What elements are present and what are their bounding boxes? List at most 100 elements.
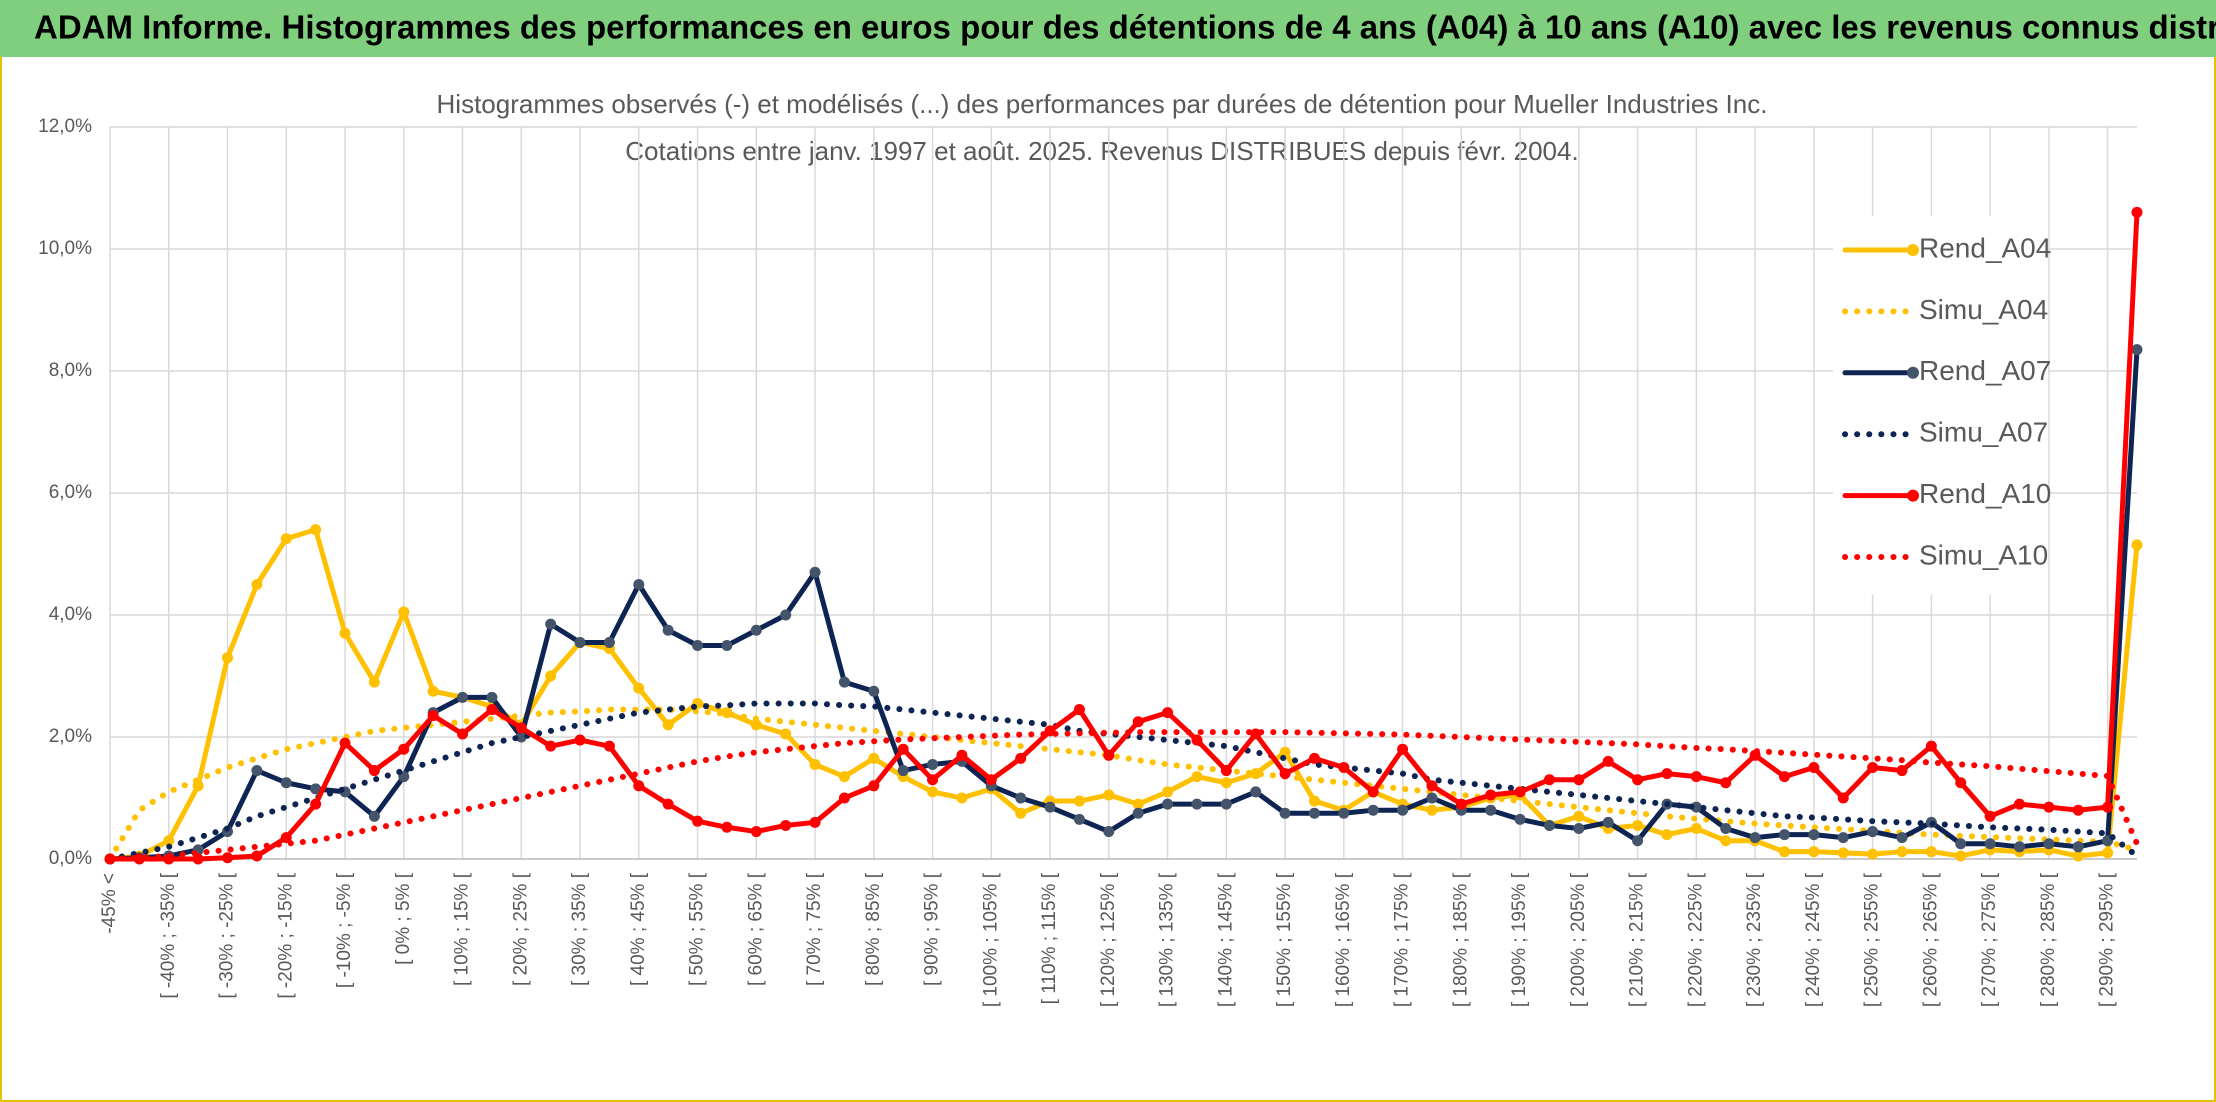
data-point bbox=[838, 676, 850, 688]
data-point bbox=[1162, 707, 1174, 719]
data-point bbox=[1778, 846, 1790, 858]
x-tick-label: [ 220% ; 225% [ bbox=[1685, 872, 1706, 1007]
data-point bbox=[1220, 798, 1232, 810]
y-tick-label: 6,0% bbox=[49, 482, 92, 503]
data-point bbox=[1837, 832, 1849, 844]
header-title: ADAM Informe. Histogrammes des performan… bbox=[34, 9, 2216, 46]
observed-line bbox=[107, 347, 2140, 862]
data-point bbox=[1044, 801, 1056, 813]
legend-marker bbox=[1907, 366, 1919, 379]
data-point bbox=[1073, 813, 1085, 825]
data-point bbox=[457, 728, 469, 740]
data-point bbox=[750, 624, 762, 636]
x-tick-label: [ 90% ; 95% [ bbox=[922, 872, 943, 986]
data-point bbox=[1191, 734, 1203, 746]
legend-label: Rend_A10 bbox=[1919, 478, 2051, 509]
data-point bbox=[633, 579, 645, 590]
data-point bbox=[368, 676, 380, 688]
data-point bbox=[1514, 813, 1526, 825]
data-point bbox=[1984, 838, 1996, 850]
data-point bbox=[545, 618, 557, 630]
data-point bbox=[662, 719, 674, 731]
data-point bbox=[2131, 539, 2143, 551]
data-point bbox=[192, 853, 204, 865]
data-point bbox=[1602, 816, 1614, 828]
data-point bbox=[1925, 740, 1937, 752]
y-tick-label: 10,0% bbox=[38, 238, 92, 259]
observed-line bbox=[107, 527, 2140, 862]
data-point bbox=[1661, 829, 1673, 841]
data-point bbox=[1896, 846, 1908, 858]
data-point bbox=[1690, 771, 1702, 783]
data-point bbox=[2072, 804, 2084, 816]
y-tick-label: 4,0% bbox=[49, 604, 92, 625]
data-point bbox=[2131, 344, 2143, 356]
data-point bbox=[1720, 777, 1732, 789]
x-tick-label: [ 230% ; 235% [ bbox=[1744, 872, 1765, 1007]
data-point bbox=[897, 743, 909, 755]
data-point bbox=[1220, 777, 1232, 789]
data-point bbox=[251, 765, 263, 777]
data-point bbox=[1867, 826, 1879, 838]
y-tick-label: 12,0% bbox=[38, 116, 92, 137]
x-tick-label: [ 190% ; 195% [ bbox=[1509, 872, 1530, 1007]
x-tick-label: [ 20% ; 25% [ bbox=[510, 872, 531, 986]
data-point bbox=[750, 719, 762, 731]
data-point bbox=[339, 627, 351, 639]
data-point bbox=[368, 765, 380, 777]
data-point bbox=[1867, 762, 1879, 773]
data-point bbox=[515, 722, 527, 734]
model-line bbox=[107, 729, 2140, 862]
data-point bbox=[222, 652, 234, 664]
x-tick-label: [ 50% ; 55% [ bbox=[687, 872, 708, 986]
data-point bbox=[1367, 786, 1379, 798]
data-point bbox=[398, 606, 410, 618]
data-point bbox=[1308, 807, 1320, 819]
data-point bbox=[780, 728, 792, 740]
data-point bbox=[1015, 752, 1027, 764]
data-point bbox=[1132, 798, 1144, 810]
data-point bbox=[662, 798, 674, 810]
data-point bbox=[1250, 786, 1262, 798]
x-tick-label: [ 160% ; 165% [ bbox=[1333, 872, 1354, 1007]
data-point bbox=[1426, 780, 1438, 792]
data-point bbox=[1984, 810, 1996, 822]
data-point bbox=[985, 774, 997, 786]
data-point bbox=[780, 819, 792, 831]
data-point bbox=[515, 731, 527, 743]
x-tick-label: [ 110% ; 115% [ bbox=[1039, 872, 1060, 1004]
data-point bbox=[868, 752, 880, 764]
data-point bbox=[251, 850, 263, 862]
data-point bbox=[574, 636, 586, 648]
data-point bbox=[486, 704, 498, 716]
data-point bbox=[868, 780, 880, 792]
data-point bbox=[1073, 704, 1085, 716]
data-point bbox=[927, 786, 939, 798]
header-band bbox=[0, 0, 2216, 57]
data-point bbox=[1955, 838, 1967, 850]
data-point bbox=[1514, 786, 1526, 798]
data-point bbox=[809, 758, 821, 770]
x-tick-label: [ 70% ; 75% [ bbox=[804, 872, 825, 986]
x-tick-label: [ 0% ; 5% [ bbox=[393, 872, 414, 965]
data-point bbox=[1485, 789, 1497, 801]
data-point bbox=[280, 832, 292, 844]
x-tick-label: [ 250% ; 255% [ bbox=[1862, 872, 1883, 1007]
data-point bbox=[1367, 804, 1379, 816]
data-point bbox=[633, 682, 645, 694]
data-point bbox=[838, 792, 850, 804]
data-point bbox=[1191, 771, 1203, 783]
data-point bbox=[310, 524, 322, 536]
data-point bbox=[427, 710, 439, 722]
data-point bbox=[1103, 826, 1115, 838]
data-point bbox=[1455, 798, 1467, 810]
x-tick-label: [ 260% ; 265% [ bbox=[1920, 872, 1941, 1007]
data-point bbox=[1690, 801, 1702, 813]
x-tick-label: [ 40% ; 45% [ bbox=[628, 872, 649, 986]
data-point bbox=[662, 624, 674, 636]
data-point bbox=[1896, 765, 1908, 777]
data-point bbox=[1661, 768, 1673, 780]
data-point bbox=[280, 777, 292, 789]
data-point bbox=[1837, 847, 1849, 859]
